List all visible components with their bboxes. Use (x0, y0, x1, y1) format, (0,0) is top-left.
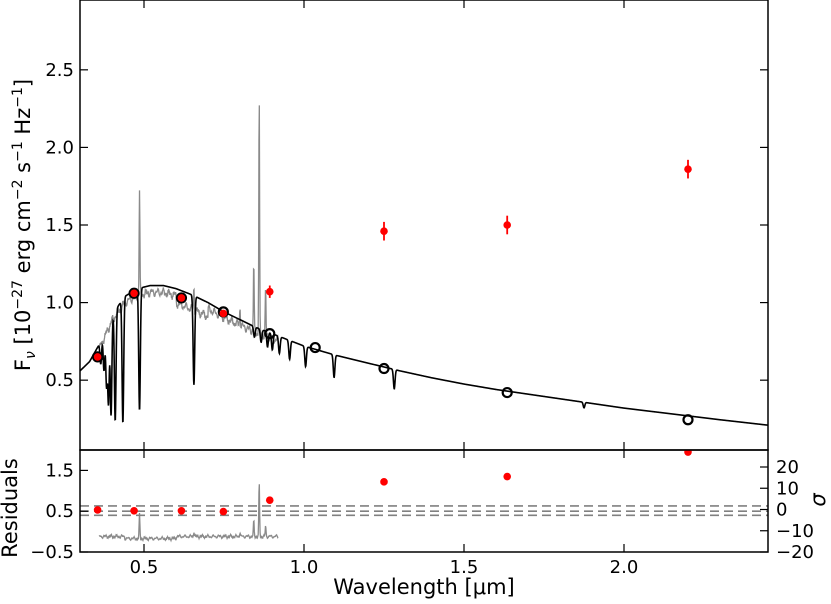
sigma-tick-label: 10 (776, 478, 799, 499)
model-photometry-point (309, 341, 321, 354)
sigma-tick-label: 0 (776, 500, 787, 521)
flux-axis-label: Fν [10−27 erg cm−2 s−1 Hz−1] (10, 79, 39, 371)
y-tick-label: 2.0 (45, 137, 74, 158)
model-photometry-point (91, 351, 104, 363)
y-tick-label: 0.5 (45, 370, 74, 391)
residual-point (684, 450, 692, 456)
observed-photometry-point (503, 221, 512, 229)
observed-photometry-point (219, 309, 228, 318)
model-photometry-point (264, 328, 276, 340)
observed-photometry-point (130, 289, 138, 298)
model-photometry-point (378, 362, 390, 375)
sigma-tick-label: −20 (776, 542, 814, 563)
model-photometry-point (128, 287, 140, 299)
sigma-tick-label: 20 (776, 457, 799, 478)
residual-point (380, 478, 388, 486)
model-photometry-point (682, 414, 694, 426)
residual-point (503, 472, 512, 481)
x-tick-label: 1.5 (450, 557, 479, 578)
y-tick-label: 1.0 (45, 293, 74, 314)
residual-point (177, 506, 186, 515)
model-spectrum-line (80, 284, 768, 426)
observed-photometry-point (93, 353, 102, 361)
x-tick-label: 2.0 (610, 557, 639, 578)
observed-photometry-point (177, 294, 186, 302)
residual-point (93, 506, 102, 514)
observed-photometry-point (684, 165, 692, 173)
wavelength-axis-label: Wavelength [μm] (333, 575, 514, 599)
top-panel: 0.5 1.0 1.5 2.0 2.5 Fν [10−27 erg cm−2 s−1 H… (10, 0, 769, 451)
svg-text:Fν [10−27 erg cm−2 s−1 Hz−1]: Fν [10−27 erg cm−2 s−1 Hz−1] (10, 79, 39, 371)
x-tick-label: 1.0 (290, 557, 319, 578)
model-photometry-point (175, 292, 188, 304)
bottom-panel-frame (79, 449, 769, 553)
residual-point (219, 507, 228, 516)
observed-photometry-point (265, 287, 274, 296)
residual-point (130, 506, 138, 515)
residual-spectrum-line (98, 484, 279, 543)
residual-y-tick-label: 0.5 (45, 501, 74, 522)
residual-y-tick-label: 1.5 (45, 460, 74, 481)
x-tick-label: 0.5 (130, 557, 159, 578)
y-tick-label: 1.5 (45, 215, 74, 236)
sigma-axis-label: σ (806, 493, 830, 507)
residual-point (265, 496, 274, 504)
observed-spectrum-line (98, 105, 279, 350)
residual-y-tick-label: −0.5 (30, 542, 74, 563)
top-panel-frame (79, 0, 769, 451)
sigma-tick-label: −10 (776, 521, 814, 542)
model-photometry-point (501, 386, 513, 399)
observed-photometry-point (380, 227, 388, 236)
y-tick-label: 2.5 (45, 60, 74, 81)
residuals-axis-label: Residuals (0, 458, 22, 558)
